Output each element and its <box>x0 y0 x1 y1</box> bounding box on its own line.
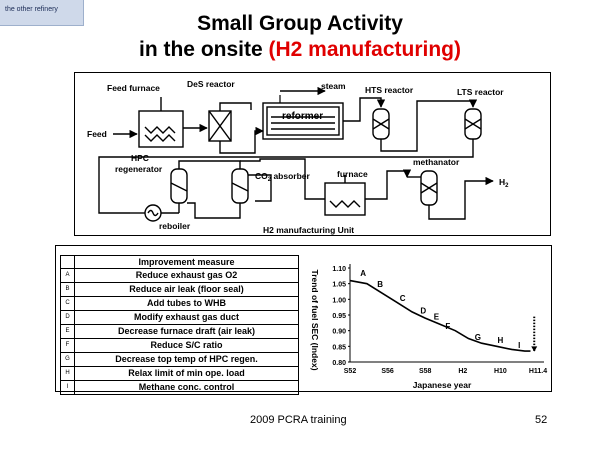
chart-x-tick-label: H10 <box>494 368 507 375</box>
title-prefix: in the onsite <box>138 38 269 61</box>
measure-row: E Decrease furnace draft (air leak) <box>60 324 299 339</box>
measure-key: A <box>60 268 75 283</box>
measure-label: Relax limit of min ope. load <box>74 366 299 381</box>
measure-key: I <box>60 380 75 395</box>
chart-x-tick-label: S58 <box>419 368 432 375</box>
chart-y-tick-label: 1.00 <box>332 297 346 304</box>
chart-y-tick-label: 0.85 <box>332 344 346 351</box>
co2-absorber-label: CO2 absorber <box>255 171 311 183</box>
des-to-reformer <box>219 102 252 111</box>
title-highlight: (H2 manufacturing) <box>268 38 462 61</box>
reformer-label: reformer <box>282 111 323 122</box>
measure-row: F Reduce S/C ratio <box>60 338 299 353</box>
chart-y-tick-label: 1.05 <box>332 282 346 289</box>
measure-row: H Relax limit of min ope. load <box>60 366 299 381</box>
measure-key: G <box>60 352 75 367</box>
chart-point-label: F <box>445 322 450 331</box>
unit-label: H2 manufacturing Unit <box>263 225 354 235</box>
refinery-tag: the other refinery <box>0 0 84 26</box>
feed-furnace-coil <box>144 126 176 142</box>
measure-label: Reduce S/C ratio <box>74 338 299 353</box>
measure-label: Reduce exhaust gas O2 <box>74 268 299 283</box>
measure-label: Decrease furnace draft (air leak) <box>74 324 299 339</box>
measure-label: Modify exhaust gas duct <box>74 310 299 325</box>
hts-to-lts <box>380 99 478 152</box>
page-number: 52 <box>535 414 548 426</box>
feed-label: Feed <box>87 129 107 139</box>
chart-x-tick-label: S56 <box>381 368 394 375</box>
process-flow-diagram: Feed furnace DeS reactor steam HTS react… <box>74 72 551 236</box>
measure-label: Add tubes to WHB <box>74 296 299 311</box>
methanator-label: methanator <box>413 157 460 167</box>
steam-label: steam <box>321 81 346 91</box>
measure-label: Reduce air leak (floor seal) <box>74 282 299 297</box>
measure-key: F <box>60 338 75 353</box>
reboiler-label: reboiler <box>159 221 191 231</box>
process-flow-svg: Feed furnace DeS reactor steam HTS react… <box>87 79 509 235</box>
measure-key: E <box>60 324 75 339</box>
measure-label: Methane conc. control <box>74 380 299 395</box>
chart-y-axis-label: Trend of fuel SEC (Index) <box>310 269 320 370</box>
measure-row: B Reduce air leak (floor seal) <box>60 282 299 297</box>
chart-y-tick-label: 1.10 <box>332 266 346 273</box>
chart-y-tick-label: 0.90 <box>332 329 346 336</box>
measure-row: C Add tubes to WHB <box>60 296 299 311</box>
reformer-to-hts <box>343 97 386 122</box>
feed-furnace-box <box>138 110 184 148</box>
refinery-tag-label: the other refinery <box>5 6 58 13</box>
h2-product-label: H2 <box>499 177 509 189</box>
bottom-furnace-box <box>324 182 366 216</box>
sec-trend-chart: Trend of fuel SEC (Index) Japanese year … <box>310 264 547 390</box>
chart-point-label: B <box>377 280 383 289</box>
feed-furnace-label: Feed furnace <box>107 83 160 93</box>
methanator-to-h2 <box>428 176 494 220</box>
chart-x-tick-label: H2 <box>458 368 467 375</box>
page-title-line-1: Small Group Activity <box>197 12 403 35</box>
footer-training: 2009 PCRA training <box>250 414 347 426</box>
measure-key: D <box>60 310 75 325</box>
measures-header: Improvement measure <box>74 255 299 269</box>
hpc-regenerator-label-2: regenerator <box>115 164 163 174</box>
furnace-label: furnace <box>337 169 368 179</box>
improvement-measures-table: Improvement measure A Reduce exhaust gas … <box>60 255 299 395</box>
measure-row: D Modify exhaust gas duct <box>60 310 299 325</box>
measure-row: I Methane conc. control <box>60 380 299 395</box>
chart-y-tick-label: 0.95 <box>332 313 346 320</box>
measure-row: G Decrease top temp of HPC regen. <box>60 352 299 367</box>
chart-point-label: E <box>434 313 440 322</box>
measure-row: A Reduce exhaust gas O2 <box>60 268 299 283</box>
hpc-regenerator-body <box>170 168 188 204</box>
measures-header-row: Improvement measure <box>60 255 299 269</box>
improvement-panel: Improvement measure A Reduce exhaust gas … <box>55 245 552 395</box>
chart-x-axis-label: Japanese year <box>413 380 472 390</box>
chart-point-label: G <box>475 333 481 342</box>
chart-target-arrowhead <box>531 346 538 352</box>
measure-key: C <box>60 296 75 311</box>
des-reactor-label: DeS reactor <box>187 79 235 89</box>
page-title-line-2: in the onsite (H2 manufacturing) <box>0 38 600 62</box>
chart-x-tick-label: H11.4 <box>529 368 547 375</box>
chart-point-label: D <box>420 306 426 315</box>
hts-reactor-label: HTS reactor <box>365 85 414 95</box>
co2-absorber-body <box>231 168 249 204</box>
lts-reactor-label: LTS reactor <box>457 87 504 97</box>
measure-key: H <box>60 366 75 381</box>
chart-series-line <box>349 279 531 352</box>
hpc-to-absorber <box>178 160 241 169</box>
chart-point-label: A <box>360 269 366 278</box>
chart-y-tick-label: 0.80 <box>332 360 346 367</box>
chart-x-tick-label: S52 <box>344 368 357 375</box>
hpc-regenerator-label-1: HPC <box>131 153 149 163</box>
chart-point-label: H <box>498 336 504 345</box>
chart-point-label: C <box>400 294 406 303</box>
chart-point-label: I <box>518 341 520 350</box>
measure-label: Decrease top temp of HPC regen. <box>74 352 299 367</box>
measure-key: B <box>60 282 75 297</box>
lts-to-hpc-return <box>98 139 474 214</box>
